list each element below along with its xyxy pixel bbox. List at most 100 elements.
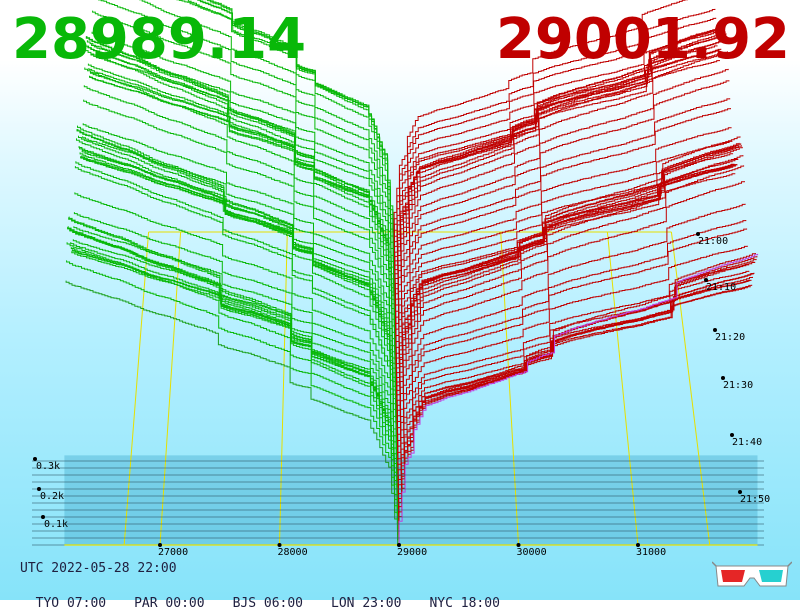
bid-depth-layer bbox=[65, 0, 399, 546]
time-tick-marker bbox=[730, 433, 734, 437]
time-tick-label: 21:00 bbox=[698, 236, 728, 247]
ask-depth-curve bbox=[394, 60, 720, 270]
ask-depth-curve bbox=[394, 26, 725, 307]
ask-depth-curve bbox=[398, 253, 756, 530]
bid-depth-curve bbox=[77, 125, 397, 429]
bid-depth-curve bbox=[84, 48, 396, 350]
ask-depth-curve bbox=[396, 146, 743, 435]
x-tick-label: 28000 bbox=[278, 547, 308, 558]
bid-depth-curve bbox=[72, 239, 397, 472]
tz-newyork: NYC 18:00 bbox=[429, 596, 500, 611]
ask-depth-curve bbox=[395, 127, 732, 355]
ask-depth-curve bbox=[398, 258, 757, 535]
ask-depth-layer bbox=[393, 0, 759, 546]
time-tick-label: 21:10 bbox=[706, 282, 736, 293]
bid-depth-curve bbox=[67, 226, 398, 525]
axis-label-layer: 27000 28000 29000 30000 31000 0.1k 0.2k 0.3k 21:… bbox=[33, 232, 770, 558]
bid-depth-curve bbox=[90, 53, 395, 291]
y-tick-marker bbox=[33, 457, 37, 461]
x-tick-marker bbox=[516, 543, 521, 547]
bid-depth-curve bbox=[204, 0, 394, 254]
bid-depth-curve bbox=[92, 10, 394, 275]
x-gridline bbox=[279, 231, 288, 546]
time-tick-marker bbox=[704, 278, 708, 282]
bid-depth-curve bbox=[207, 0, 394, 249]
ask-depth-curve bbox=[393, 17, 717, 244]
y-tick-marker bbox=[41, 515, 45, 519]
bid-depth-curve bbox=[66, 260, 399, 541]
ask-depth-curve bbox=[393, 8, 716, 238]
ask-depth-curve bbox=[397, 165, 745, 445]
tz-beijing: BJS 06:00 bbox=[232, 596, 304, 611]
time-tick-label: 21:30 bbox=[723, 380, 753, 391]
ask-depth-curve bbox=[397, 228, 748, 466]
utc-timestamp: UTC 2022-05-28 22:00 bbox=[20, 561, 177, 576]
front-fill-layer bbox=[64, 455, 758, 545]
bid-depth-curve bbox=[76, 138, 397, 440]
bid-depth-curve bbox=[98, 0, 394, 270]
bid-depth-curve bbox=[87, 63, 395, 318]
tz-tokyo: TYO 07:00 bbox=[35, 596, 107, 611]
bid-price: 28989.14 bbox=[12, 7, 307, 72]
bid-depth-curve bbox=[72, 249, 398, 477]
bid-depth-curve bbox=[83, 85, 396, 360]
bid-depth-curve bbox=[74, 166, 397, 450]
ask-depth-curve bbox=[398, 253, 759, 546]
bid-depth-curve bbox=[73, 226, 397, 466]
x-tick-marker bbox=[158, 543, 162, 547]
bid-depth-curve bbox=[68, 216, 398, 514]
ask-depth-curve bbox=[395, 33, 727, 318]
bid-depth-curve bbox=[68, 217, 398, 519]
x-tick-marker bbox=[636, 543, 640, 547]
time-tick-marker bbox=[713, 328, 717, 332]
ask-depth-curve bbox=[397, 220, 747, 461]
bid-depth-curve bbox=[84, 67, 396, 355]
ask-depth-curve bbox=[396, 145, 742, 429]
x-gridline bbox=[606, 231, 639, 546]
ask-depth-curve bbox=[397, 263, 749, 477]
ask-depth-curve bbox=[395, 68, 729, 334]
ask-depth-curve bbox=[397, 284, 753, 504]
bid-depth-curve bbox=[78, 146, 397, 413]
ask-depth-curve bbox=[396, 143, 742, 424]
x-tick-label: 31000 bbox=[636, 547, 666, 558]
ask-depth-curve bbox=[395, 80, 730, 339]
x-tick-label: 30000 bbox=[517, 547, 547, 558]
bid-depth-curve bbox=[139, 0, 394, 265]
time-tick-marker bbox=[738, 490, 742, 494]
ask-depth-curve bbox=[395, 108, 731, 350]
ask-depth-curve bbox=[397, 245, 748, 472]
x-tick-marker bbox=[397, 543, 401, 547]
depth-chart: 27000 28000 29000 30000 31000 0.1k 0.2k 0.3k 21:… bbox=[32, 0, 770, 558]
bid-depth-curve bbox=[75, 161, 397, 445]
x-tick-marker bbox=[277, 543, 282, 547]
3d-glasses-icon[interactable] bbox=[712, 560, 792, 592]
bid-depth-curve bbox=[67, 227, 398, 530]
ask-depth-curve bbox=[396, 155, 744, 440]
y-tick-label: 0.3k bbox=[36, 461, 60, 472]
ask-depth-curve bbox=[396, 142, 740, 413]
bid-depth-curve bbox=[65, 280, 399, 546]
time-tick-marker bbox=[696, 232, 700, 236]
y-tick-label: 0.1k bbox=[44, 519, 68, 530]
bid-depth-curve bbox=[82, 123, 396, 371]
y-tick-marker bbox=[37, 487, 41, 491]
bid-depth-curve bbox=[80, 156, 396, 392]
ask-depth-curve bbox=[393, 0, 688, 233]
tz-paris: PAR 00:00 bbox=[134, 596, 205, 611]
bid-depth-curve bbox=[91, 31, 395, 281]
time-tick-label: 21:40 bbox=[732, 437, 762, 448]
ask-depth-curve bbox=[394, 31, 726, 313]
y-tick-label: 0.2k bbox=[40, 491, 64, 502]
bid-depth-curve bbox=[66, 242, 398, 535]
tz-london: LON 23:00 bbox=[331, 596, 402, 611]
time-tick-label: 21:20 bbox=[715, 332, 745, 343]
bid-depth-curve bbox=[83, 99, 396, 366]
bid-depth-curve bbox=[76, 129, 397, 435]
timezone-row: TYO 07:00 PAR 00:00 BJS 06:00 LON 23:00 NYC … bbox=[20, 581, 528, 611]
ask-depth-curve bbox=[395, 98, 731, 344]
ask-depth-curve bbox=[395, 51, 728, 328]
bid-depth-curve bbox=[73, 212, 397, 461]
time-tick-label: 21:50 bbox=[740, 494, 770, 505]
ask-depth-curve bbox=[397, 203, 746, 456]
